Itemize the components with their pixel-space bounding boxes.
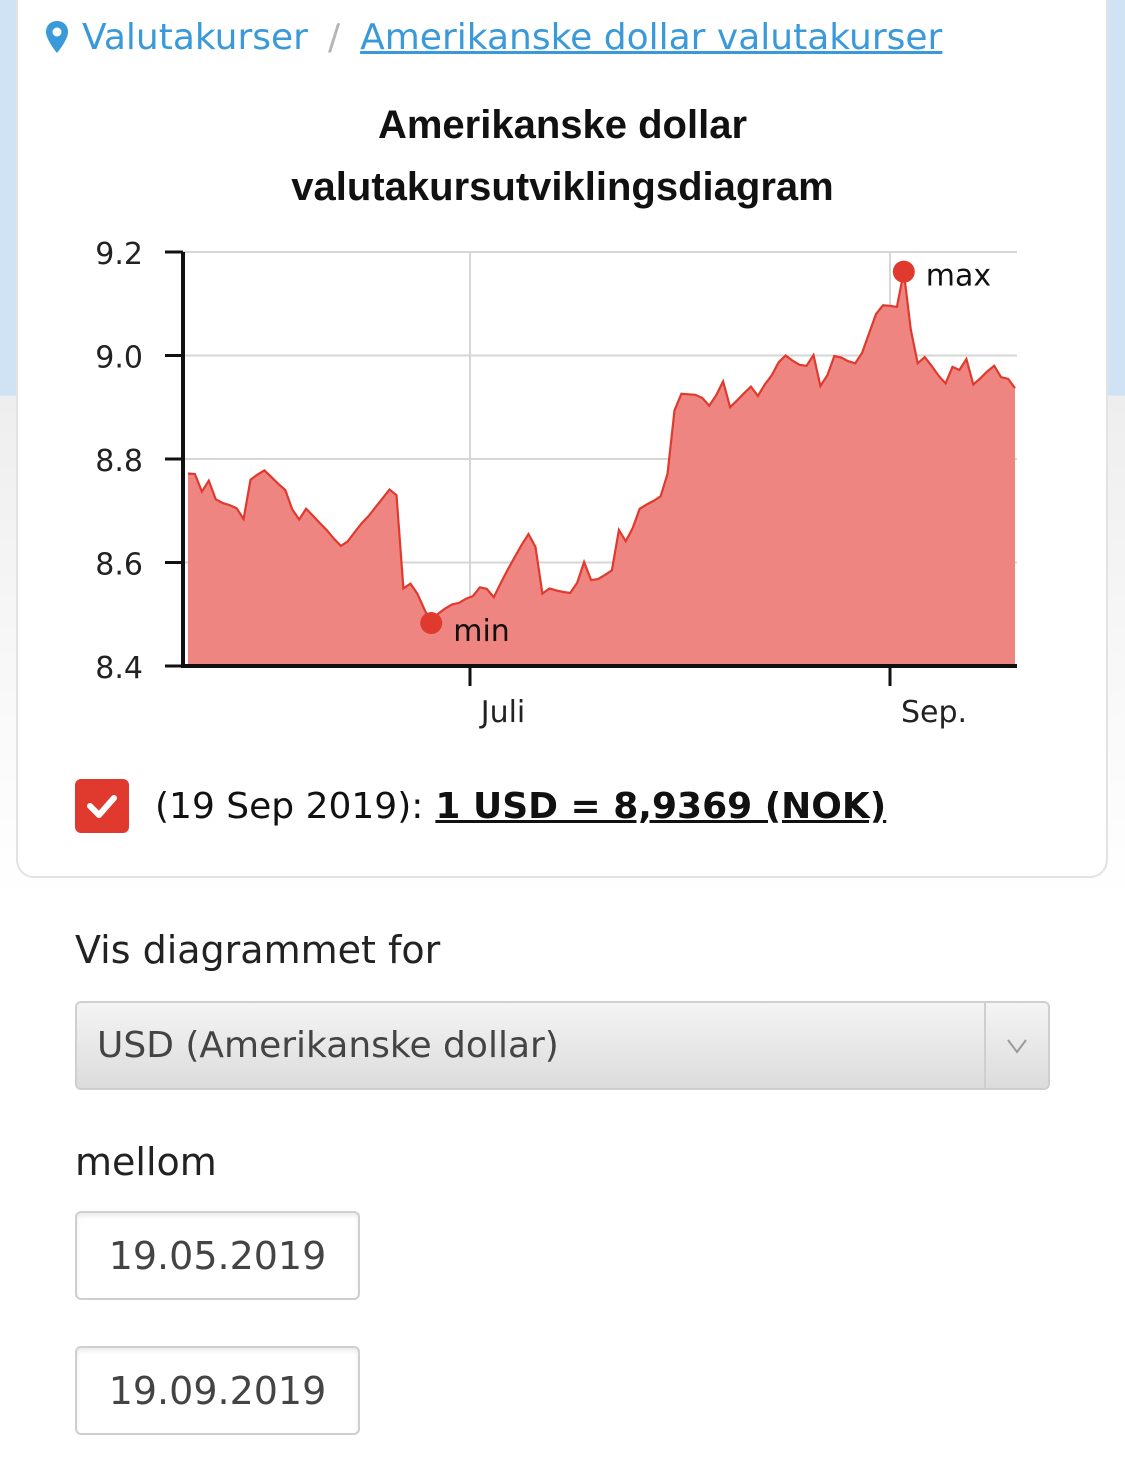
breadcrumb-root-link[interactable]: Valutakurser [82, 16, 308, 58]
rate-area-fill [188, 271, 1015, 666]
show-chart-label: Vis diagrammet for [75, 928, 441, 972]
min-marker [420, 612, 443, 635]
currency-select-value: USD (Amerikanske dollar) [97, 1025, 559, 1066]
breadcrumb-current-link[interactable]: Amerikanske dollar valutakurser [360, 16, 943, 58]
currency-select[interactable]: USD (Amerikanske dollar) [75, 1001, 1050, 1090]
checkmark-icon [87, 795, 117, 818]
min-label: min [453, 614, 510, 649]
y-tick-label: 8.6 [95, 548, 143, 583]
chart-title-line-2: valutakursutviklingsdiagram [291, 165, 834, 209]
between-label: mellom [75, 1140, 217, 1184]
rate-row: (19 Sep 2019): 1 USD = 8,9369 (NOK) [75, 778, 886, 834]
y-tick-label: 9.0 [95, 341, 143, 376]
x-tick-label: Sep. [901, 695, 967, 730]
rate-checkbox[interactable] [75, 779, 129, 833]
y-tick-label: 8.8 [95, 444, 143, 479]
y-tick-label: 9.2 [95, 237, 143, 272]
max-marker [892, 260, 915, 283]
max-label: max [926, 259, 991, 294]
breadcrumb-separator: / [327, 16, 341, 58]
rate-value-link[interactable]: 1 USD = 8,9369 (NOK) [435, 785, 887, 827]
chart-title-line-1: Amerikanske dollar [377, 103, 748, 147]
date-from-input[interactable]: 19.05.2019 [75, 1211, 360, 1300]
y-tick-label: 8.4 [95, 651, 143, 686]
x-tick-label: Juli [479, 695, 526, 730]
rate-date: (19 Sep 2019): [155, 785, 424, 827]
dropdown-arrow-icon[interactable] [984, 1003, 1048, 1088]
exchange-rate-chart: 9.2 9.0 8.8 8.6 8.4 Juli Sep. min max [95, 237, 1017, 730]
chart-ticks: 9.2 9.0 8.8 8.6 8.4 Juli Sep. [95, 237, 967, 730]
chart-axes [165, 250, 1017, 686]
date-to-input[interactable]: 19.09.2019 [75, 1346, 360, 1435]
location-pin-icon [46, 21, 68, 53]
chart-markers: min max [420, 259, 991, 649]
breadcrumb: Valutakurser / Amerikanske dollar valuta… [44, 14, 942, 60]
rate-line [187, 271, 1016, 626]
